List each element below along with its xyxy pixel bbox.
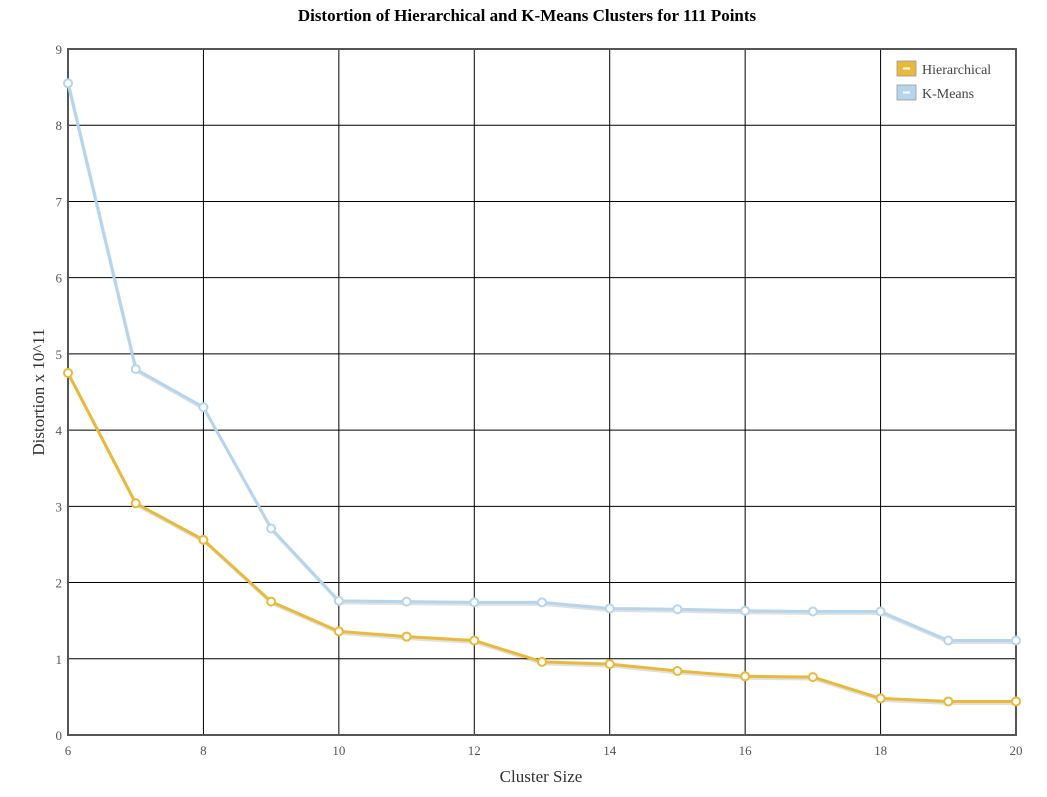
data-point [266,523,277,534]
y-tick-label: 9 [56,42,63,57]
y-axis-label: Distortion x 10^11 [29,328,48,455]
data-point [943,696,954,707]
data-point [672,604,683,615]
x-tick-label: 14 [603,743,617,758]
data-point [537,597,547,608]
series-hierarchical [63,367,1021,707]
legend-label: Hierarchical [922,63,991,78]
legend-item: Hierarchical [896,60,991,78]
x-tick-label: 12 [468,743,481,758]
x-tick-label: 10 [332,743,345,758]
data-point [63,367,73,378]
series-group [63,78,1021,707]
x-tick-label: 20 [1010,743,1023,758]
plot-area [68,49,1016,735]
data-point [469,597,480,608]
data-point [604,659,615,670]
legend-item: K-Means [896,84,974,102]
data-point [807,606,818,617]
data-point [333,626,344,637]
data-point [401,596,412,607]
data-point [604,603,615,614]
grid [68,49,1016,735]
data-point [875,606,886,617]
y-tick-label: 5 [56,347,63,362]
data-point [130,498,141,509]
plot-frame [67,48,1017,736]
data-point [266,596,277,607]
data-point [672,665,683,676]
data-point [130,364,141,375]
y-tick-label: 8 [56,118,63,133]
x-tick-label: 18 [874,743,887,758]
data-point [807,672,818,683]
x-axis-label: Cluster Size [500,767,583,786]
x-axis-ticks: 6 8 10 12 14 16 18 20 [65,743,1023,758]
data-point [537,656,547,667]
x-tick-label: 16 [739,743,753,758]
legend-swatch-mark [903,67,910,70]
data-point [198,534,209,545]
y-tick-label: 3 [56,499,63,514]
y-axis-ticks: 0 1 2 3 4 5 6 7 8 9 [56,42,63,743]
chart-title: Distortion of Hierarchical and K-Means C… [298,6,757,25]
data-point [1011,635,1021,646]
legend-label: K-Means [922,87,974,102]
y-tick-label: 2 [56,576,63,591]
data-point [333,595,344,606]
x-tick-label: 6 [65,743,72,758]
y-tick-label: 1 [56,652,63,667]
x-tick-label: 8 [200,743,207,758]
series-k-means [63,78,1021,646]
y-tick-label: 4 [56,423,63,438]
data-point [1011,696,1021,707]
data-point [469,635,480,646]
legend-swatch-mark [903,91,910,94]
y-tick-label: 7 [56,194,63,209]
data-point [740,671,751,682]
y-tick-label: 6 [56,271,63,286]
data-point [401,631,412,642]
data-point [63,78,73,89]
legend: Hierarchical K-Means [896,60,991,102]
y-tick-label: 0 [56,728,63,743]
data-point [875,693,886,704]
data-point [740,605,751,616]
data-point [198,402,209,413]
data-point [943,635,954,646]
